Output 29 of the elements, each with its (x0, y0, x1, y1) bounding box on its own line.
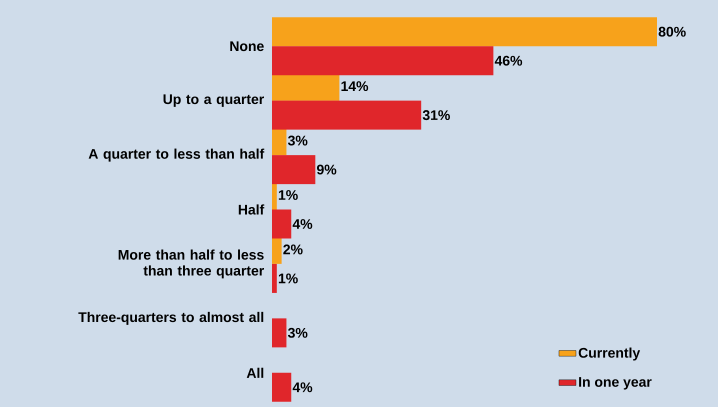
y-tick-label: Three-quarters to almost all (78, 312, 264, 325)
bar (272, 100, 422, 130)
legend-label: In one year (579, 377, 652, 390)
data-label: 3% (288, 328, 308, 338)
y-tick-label: A quarter to less than half (88, 148, 264, 162)
data-label: 14% (341, 81, 368, 92)
legend-label: Currently (578, 348, 640, 361)
y-tick-label: More than half to less than three quarter (118, 249, 264, 278)
bar (272, 210, 292, 239)
data-label: 9% (316, 164, 336, 175)
y-tick-label: Half (238, 204, 264, 215)
y-tick-label: All (246, 368, 264, 378)
data-label: 80% (658, 26, 686, 37)
y-tick-label: None (230, 41, 264, 52)
data-label: 4% (292, 382, 312, 392)
bar (272, 46, 494, 76)
data-label: 31% (422, 110, 450, 120)
bar (272, 155, 316, 184)
bar (272, 264, 277, 293)
y-tick-label: Up to a quarter (164, 94, 264, 107)
data-label: 46% (494, 56, 522, 66)
bar (272, 372, 292, 402)
data-label: 4% (292, 219, 312, 229)
data-label: 3% (288, 136, 308, 146)
data-label: 2% (283, 244, 303, 254)
bar (272, 318, 286, 348)
bar (272, 17, 657, 46)
data-label: 1% (278, 190, 298, 200)
data-label: 1% (278, 274, 298, 284)
